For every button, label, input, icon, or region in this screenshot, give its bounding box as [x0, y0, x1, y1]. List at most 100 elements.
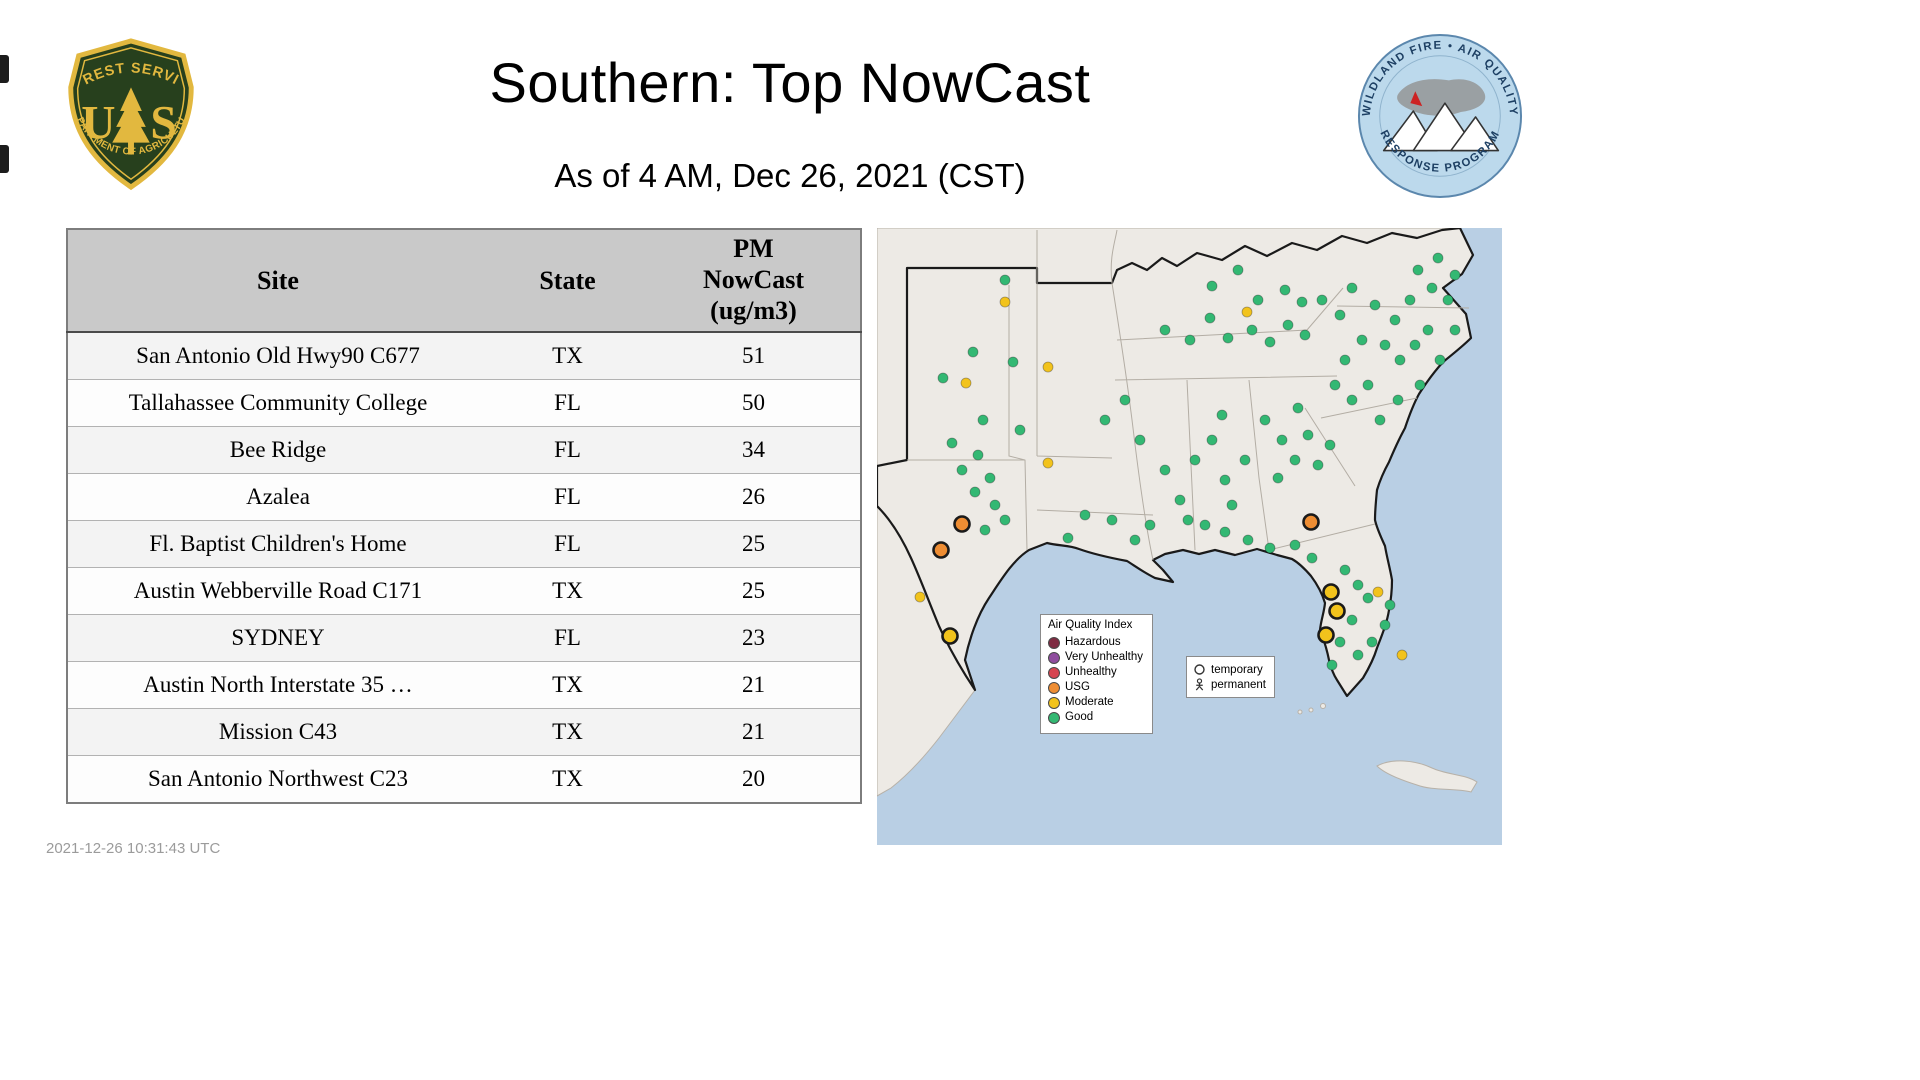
- monitor-marker-good: [1334, 636, 1346, 648]
- state-cell: TX: [488, 567, 647, 615]
- monitor-marker-good: [1409, 339, 1421, 351]
- monitor-marker-good: [1449, 269, 1461, 281]
- aqi-legend-label: Very Unhealthy: [1065, 650, 1143, 663]
- table-row: Azalea FL 26: [67, 473, 861, 521]
- svg-text:S: S: [150, 98, 176, 150]
- pm-cell: 34: [647, 426, 861, 474]
- monitor-marker-good: [1389, 314, 1401, 326]
- monitor-marker-moderate_temporary: [1317, 626, 1335, 644]
- monitor-marker-good: [984, 472, 996, 484]
- monitor-marker-good: [1279, 284, 1291, 296]
- edge-artifact: [0, 55, 9, 83]
- monitor-marker-good: [1339, 564, 1351, 576]
- monitor-marker-good: [1404, 294, 1416, 306]
- monitor-marker-good: [1199, 519, 1211, 531]
- monitor-marker-good: [1346, 282, 1358, 294]
- pm-column-header: PM NowCast (ug/m3): [647, 229, 861, 333]
- monitor-marker-good: [1159, 324, 1171, 336]
- monitor-marker-good: [1366, 636, 1378, 648]
- monitor-marker-good: [1289, 454, 1301, 466]
- state-cell: TX: [488, 708, 647, 756]
- monitor-marker-good: [1449, 324, 1461, 336]
- permanent-label: permanent: [1211, 678, 1266, 691]
- monitor-marker-good: [977, 414, 989, 426]
- monitor-marker-moderate: [914, 591, 926, 603]
- pm-header-line: (ug/m3): [710, 295, 797, 325]
- monitor-marker-good: [1119, 394, 1131, 406]
- monitor-marker-good: [1412, 264, 1424, 276]
- aqi-legend-item: USG: [1048, 681, 1143, 694]
- site-cell: Fl. Baptist Children's Home: [67, 520, 488, 568]
- edge-artifact: [0, 145, 9, 173]
- monitor-marker-good: [1206, 280, 1218, 292]
- site-cell: San Antonio Old Hwy90 C677: [67, 331, 488, 380]
- site-cell: SYDNEY: [67, 614, 488, 662]
- monitor-marker-moderate: [999, 296, 1011, 308]
- monitor-marker-good: [1352, 579, 1364, 591]
- generated-timestamp: 2021-12-26 10:31:43 UTC: [46, 840, 221, 857]
- monitor-marker-good: [1296, 296, 1308, 308]
- marker-type-legend: temporary permanent: [1186, 656, 1275, 698]
- monitor-marker-good: [937, 372, 949, 384]
- wfaqrp-circle-icon: WILDLAND FIRE • AIR QUALITY RESPONSE PRO…: [1357, 33, 1523, 199]
- monitor-marker-good: [1079, 509, 1091, 521]
- florida-keys: [1308, 707, 1314, 713]
- aqi-legend-item: Moderate: [1048, 695, 1143, 709]
- site-cell: Tallahassee Community College: [67, 379, 488, 427]
- monitor-marker-good: [1252, 294, 1264, 306]
- table-row: San Antonio Northwest C23 TX 20: [67, 755, 861, 803]
- table-row: Mission C43 TX 21: [67, 708, 861, 756]
- table-row: Tallahassee Community College FL 50: [67, 379, 861, 427]
- aqi-legend-label: Unhealthy: [1065, 665, 1117, 678]
- monitor-marker-good: [1432, 252, 1444, 264]
- monitor-marker-good: [1222, 332, 1234, 344]
- monitor-marker-good: [1264, 542, 1276, 554]
- forest-service-logo: FOREST SERVICE DEPARTMENT OF AGRICULTURE…: [46, 24, 210, 199]
- table-row: Bee Ridge FL 34: [67, 426, 861, 474]
- pm-cell: 50: [647, 379, 861, 427]
- southern-region-outline: [877, 228, 1475, 698]
- monitor-marker-good: [967, 346, 979, 358]
- monitor-marker-moderate_temporary: [941, 627, 959, 645]
- site-cell: Mission C43: [67, 708, 488, 756]
- cuba: [1376, 760, 1478, 793]
- monitor-marker-good: [1346, 394, 1358, 406]
- table-row: SYDNEY FL 23: [67, 614, 861, 662]
- monitor-marker-good: [1174, 494, 1186, 506]
- monitor-marker-moderate: [1396, 649, 1408, 661]
- aqi-color-dot: [1048, 696, 1060, 709]
- monitor-marker-good: [1276, 434, 1288, 446]
- temporary-monitor-icon: [1194, 664, 1205, 675]
- monitor-marker-good: [1302, 429, 1314, 441]
- state-cell: FL: [488, 614, 647, 662]
- aqi-color-dot: [1048, 636, 1060, 649]
- fire-marker-icon: [1410, 91, 1423, 107]
- monitor-marker-good: [1189, 454, 1201, 466]
- wfaqrp-logo: WILDLAND FIRE • AIR QUALITY RESPONSE PRO…: [1356, 32, 1524, 205]
- site-cell: Bee Ridge: [67, 426, 488, 474]
- aqi-legend-item: Hazardous: [1048, 636, 1143, 649]
- monitor-marker-good: [1422, 324, 1434, 336]
- site-cell: Austin North Interstate 35 …: [67, 661, 488, 709]
- monitor-marker-good: [1414, 379, 1426, 391]
- monitor-marker-moderate: [1372, 586, 1384, 598]
- svg-text:U: U: [81, 98, 115, 150]
- florida-keys: [1297, 709, 1303, 715]
- pm-header-line: NowCast: [702, 265, 805, 295]
- monitor-marker-good: [979, 524, 991, 536]
- pine-tree-icon: [112, 87, 150, 155]
- table-row: Austin North Interstate 35 … TX 21: [67, 661, 861, 709]
- table-row: Fl. Baptist Children's Home FL 25: [67, 520, 861, 568]
- monitor-marker-moderate: [960, 377, 972, 389]
- aqi-map: Air Quality Index Hazardous Very Unhealth…: [877, 228, 1502, 845]
- monitor-marker-good: [969, 486, 981, 498]
- table-row: San Antonio Old Hwy90 C677 TX 51: [67, 331, 861, 380]
- aqi-legend-label: Moderate: [1065, 695, 1114, 708]
- temporary-label: temporary: [1211, 663, 1263, 676]
- monitor-marker-good: [1007, 356, 1019, 368]
- state-cell: FL: [488, 520, 647, 568]
- nowcast-table: Site State PM NowCast (ug/m3) San Antoni…: [66, 228, 862, 804]
- monitor-marker-moderate: [1042, 457, 1054, 469]
- site-column-header: Site: [67, 229, 488, 333]
- page-title: Southern: Top NowCast: [489, 51, 1091, 114]
